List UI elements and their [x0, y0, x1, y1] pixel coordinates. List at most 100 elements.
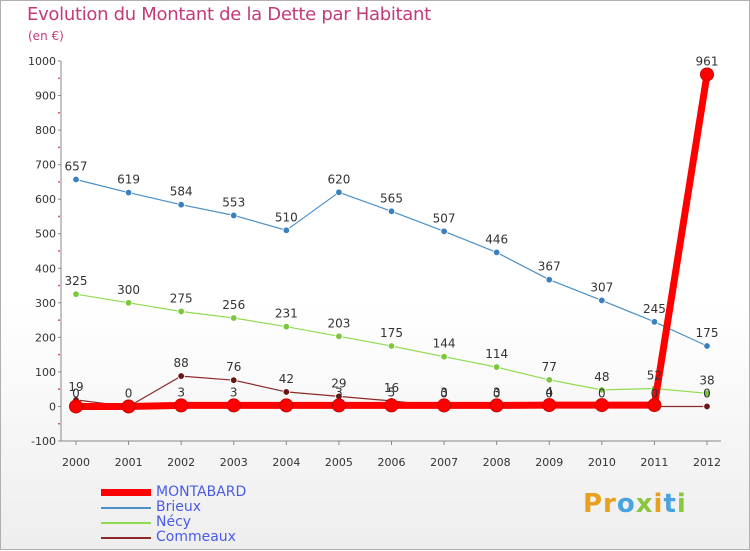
data-label: 16 — [384, 381, 399, 395]
data-point-nécy — [545, 376, 553, 384]
y-tick-label: 800 — [35, 124, 56, 137]
legend-label: MONTABARD — [156, 484, 247, 500]
data-point-nécy — [492, 363, 501, 371]
data-point-commeaux — [177, 372, 185, 380]
data-label: 367 — [538, 260, 561, 274]
data-label: 300 — [117, 283, 140, 297]
x-tick-label: 2012 — [693, 456, 721, 469]
data-label: 3 — [230, 385, 238, 399]
data-point-brieux — [492, 248, 501, 257]
data-label: 565 — [380, 191, 403, 205]
y-tick-label: 1000 — [28, 55, 56, 68]
data-label: 0 — [598, 386, 606, 400]
y-minor-tick — [58, 250, 60, 252]
data-label: 507 — [433, 211, 456, 225]
legend-label: Commeaux — [156, 529, 236, 545]
y-minor-tick — [58, 77, 60, 80]
data-label: 275 — [170, 291, 193, 305]
y-axis-unit: (en €) — [28, 29, 64, 43]
data-label: 510 — [275, 210, 298, 224]
data-point-montabard — [226, 398, 241, 413]
data-point-nécy — [440, 353, 448, 361]
y-minor-tick — [58, 284, 60, 287]
data-point-montabard — [384, 398, 399, 413]
x-tick-label: 2008 — [483, 456, 511, 469]
data-label: 0 — [72, 386, 80, 400]
data-label: 3 — [440, 385, 448, 399]
y-tick-label: 300 — [35, 297, 56, 310]
legend-label: Nécy — [156, 514, 192, 530]
data-label: 3 — [493, 385, 501, 399]
data-label: 256 — [222, 298, 245, 312]
y-tick-label: 0 — [49, 400, 56, 413]
data-point-commeaux — [282, 388, 291, 396]
x-tick-label: 2005 — [325, 456, 353, 469]
data-point-nécy — [230, 314, 238, 322]
data-label: 446 — [485, 232, 508, 246]
data-label: 325 — [65, 274, 88, 288]
data-point-nécy — [177, 307, 185, 316]
y-tick-label: 600 — [35, 193, 56, 206]
data-label: 88 — [174, 356, 189, 370]
data-point-montabard — [594, 398, 609, 413]
data-label: 76 — [226, 360, 241, 374]
data-point-brieux — [650, 318, 659, 326]
data-label: 77 — [542, 360, 557, 374]
legend-swatch — [101, 536, 151, 539]
y-tick-label: 700 — [35, 159, 56, 172]
data-point-nécy — [72, 290, 80, 298]
data-point-commeaux — [230, 376, 238, 384]
data-point-montabard — [647, 398, 662, 413]
y-tick-label: 900 — [35, 90, 56, 103]
chart-title: Evolution du Montant de la Dette par Hab… — [27, 4, 431, 25]
data-label: 0 — [440, 386, 448, 400]
data-point-nécy — [282, 322, 291, 331]
data-label: 114 — [485, 347, 508, 361]
data-point-nécy — [703, 389, 711, 398]
x-tick-label: 2004 — [272, 456, 300, 469]
data-label: 657 — [65, 159, 88, 173]
y-minor-tick — [58, 353, 60, 356]
data-label: 175 — [696, 326, 719, 340]
data-point-nécy — [124, 299, 133, 307]
y-tick-label: 100 — [35, 366, 56, 379]
y-tick-label: 400 — [35, 262, 56, 275]
series-line-montabard — [76, 73, 711, 410]
data-label: 29 — [331, 376, 346, 390]
data-label: 0 — [493, 386, 501, 400]
legend-swatch — [101, 506, 151, 509]
data-point-brieux — [598, 296, 606, 305]
data-label: 0 — [125, 386, 133, 400]
data-point-montabard — [542, 398, 557, 413]
data-label: 175 — [380, 326, 403, 340]
data-point-brieux — [230, 211, 238, 220]
data-point-montabard — [279, 398, 294, 413]
data-label: 584 — [170, 185, 193, 199]
proxiti-logo: Proxiti — [583, 489, 687, 519]
data-label: 620 — [327, 172, 350, 186]
x-tick-label: 2002 — [167, 456, 195, 469]
y-minor-tick — [58, 319, 60, 321]
data-point-brieux — [440, 227, 448, 236]
y-minor-tick — [58, 388, 60, 391]
x-tick-label: 2006 — [378, 456, 406, 469]
data-label: 203 — [327, 316, 350, 330]
data-point-montabard — [700, 67, 714, 82]
data-label: 553 — [222, 195, 245, 209]
data-point-montabard — [331, 398, 346, 413]
y-minor-tick — [58, 146, 60, 149]
data-point-nécy — [335, 332, 343, 341]
data-point-nécy — [598, 386, 606, 394]
data-label: 307 — [590, 280, 613, 294]
data-point-montabard — [69, 399, 83, 414]
data-label: 0 — [545, 386, 553, 400]
x-tick-label: 2003 — [220, 456, 248, 469]
y-tick-label: -100 — [31, 435, 56, 448]
data-point-montabard — [174, 398, 189, 413]
data-point-nécy — [387, 342, 396, 350]
y-minor-tick — [58, 111, 60, 114]
data-label: 619 — [117, 173, 140, 187]
data-point-montabard — [437, 398, 452, 413]
